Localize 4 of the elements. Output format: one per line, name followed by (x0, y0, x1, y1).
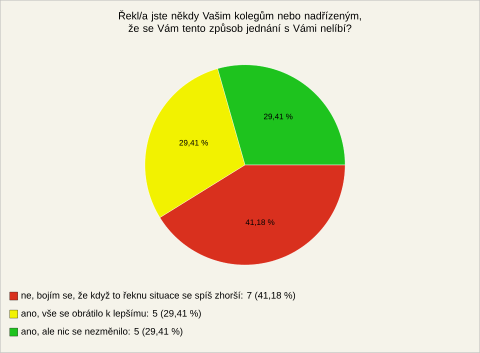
chart-title: Řekl/a jste někdy Vašim kolegům nebo nadřízeným, že se Vám tento způsob jednání s Vámi nelíbí? (119, 10, 361, 34)
legend-label: ano, ale nic se nezměnilo: 5 (29,41 %) (21, 328, 182, 337)
legend-label: ano, vše se obrátilo k lepšímu: 5 (29,41 %) (21, 310, 201, 319)
legend-label: ne, bojím se, že když to řeknu situace se spíš zhorší: 7 (41,18 %) (22, 292, 296, 301)
